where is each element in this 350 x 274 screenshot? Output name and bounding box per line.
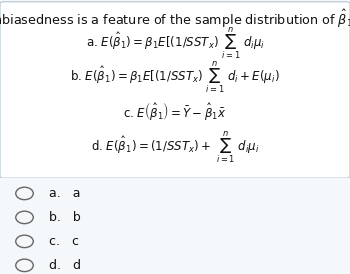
Text: Unbiasedness is a feature of the sample distribution of $\hat{\beta}_1$ if: Unbiasedness is a feature of the sample …	[0, 8, 350, 30]
FancyBboxPatch shape	[0, 2, 350, 178]
Text: d. $E(\hat{\beta}_1) = (1/SST_x) +\ \sum_{i=1}^{n}\ d_i\mu_i$: d. $E(\hat{\beta}_1) = (1/SST_x) +\ \sum…	[91, 129, 259, 165]
Text: b. $E(\hat{\beta}_1) = \beta_1 E[(1/SST_x)\ \sum_{i=1}^{n}\ d_i + E(\mu_i)$: b. $E(\hat{\beta}_1) = \beta_1 E[(1/SST_…	[70, 60, 280, 95]
Text: a. $E(\hat{\beta}_1) = \beta_1 E[(1/SST_x)\ \sum_{i=1}^{n}\ d_i\mu_i$: a. $E(\hat{\beta}_1) = \beta_1 E[(1/SST_…	[85, 25, 265, 61]
Text: c.   c: c. c	[49, 235, 79, 248]
Text: d.   d: d. d	[49, 259, 81, 272]
Text: a.   a: a. a	[49, 187, 80, 200]
Text: c. $E\left(\hat{\beta}_1\right) = \bar{Y} - \hat{\beta}_1\bar{x}$: c. $E\left(\hat{\beta}_1\right) = \bar{Y…	[123, 100, 227, 122]
Text: b.   b: b. b	[49, 211, 81, 224]
